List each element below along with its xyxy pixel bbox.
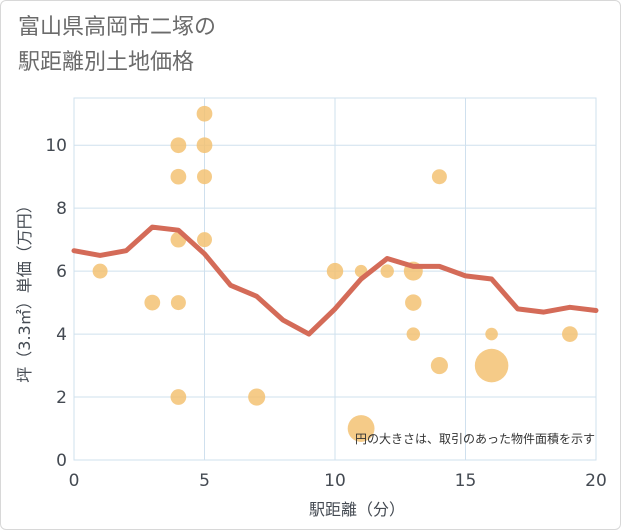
size-note: 円の大きさは、取引のあった物件面積を示す bbox=[355, 431, 595, 446]
grid-lines bbox=[73, 97, 597, 461]
bubble-point bbox=[326, 262, 344, 280]
bubble-point bbox=[430, 357, 448, 375]
bubble-point bbox=[197, 232, 212, 248]
y-tick-label: 2 bbox=[56, 388, 67, 408]
bubble-point bbox=[347, 415, 375, 442]
y-tick-label: 0 bbox=[56, 451, 67, 471]
bubble-point bbox=[170, 168, 187, 185]
y-tick-label: 4 bbox=[56, 325, 67, 345]
bubble-point bbox=[196, 105, 213, 122]
bubble-point bbox=[406, 327, 421, 341]
y-tick-label: 8 bbox=[56, 199, 67, 219]
y-tick-label: 6 bbox=[56, 262, 67, 282]
bubble-point bbox=[170, 137, 187, 154]
bubble-point bbox=[485, 327, 498, 341]
trend-line bbox=[71, 224, 599, 337]
x-tick-label: 10 bbox=[324, 471, 346, 491]
bubble-point bbox=[474, 348, 509, 383]
bubble-point bbox=[92, 263, 108, 279]
x-axis-title: 駅距離（分） bbox=[309, 500, 405, 519]
y-axis-title: 坪（3.3㎡）単価（万円） bbox=[15, 197, 34, 382]
bubble-point bbox=[431, 169, 447, 185]
x-tick-label: 20 bbox=[585, 471, 607, 491]
bubble-point bbox=[562, 326, 578, 342]
bubble-point bbox=[196, 137, 213, 154]
bubble-point bbox=[170, 295, 186, 311]
title-line-1: 富山県高岡市二塚の bbox=[18, 15, 217, 40]
bubble-point bbox=[248, 388, 266, 406]
bubbles bbox=[92, 105, 578, 442]
chart-title: 富山県高岡市二塚の 駅距離別土地価格 bbox=[18, 10, 216, 80]
x-tick-label: 15 bbox=[455, 471, 477, 491]
bubble-point bbox=[380, 264, 394, 278]
bubble-point bbox=[405, 294, 422, 311]
tick-labels: 0 5 10 15 20 0 2 4 6 8 10 bbox=[45, 136, 606, 491]
x-tick-label: 5 bbox=[199, 471, 210, 491]
bubble-point bbox=[197, 169, 212, 185]
y-tick-label: 10 bbox=[45, 136, 67, 156]
title-line-2: 駅距離別土地価格 bbox=[18, 50, 195, 75]
x-tick-label: 0 bbox=[69, 471, 80, 491]
bubble-point bbox=[170, 389, 187, 405]
bubble-point bbox=[144, 294, 161, 311]
